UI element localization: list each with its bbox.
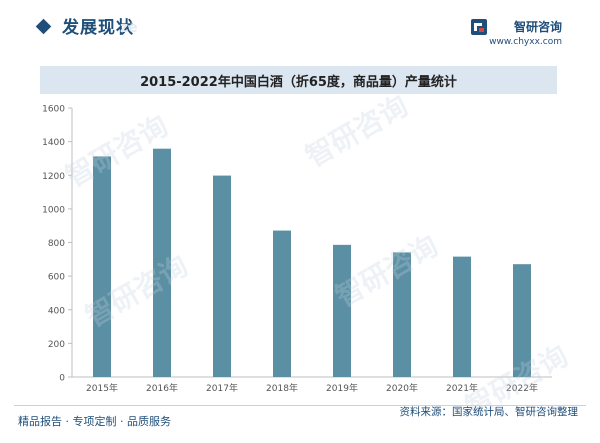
x-tick-label: 2022年 bbox=[506, 382, 538, 394]
bar bbox=[393, 252, 411, 377]
x-tick-label: 2015年 bbox=[86, 382, 118, 394]
bar bbox=[513, 264, 531, 377]
y-tick-label: 400 bbox=[48, 306, 65, 316]
x-tick-label: 2016年 bbox=[146, 382, 178, 394]
section-title-watermark: ze bbox=[120, 20, 138, 36]
header: 发展现状 ze 智研咨询 www.chyxx.com bbox=[0, 0, 600, 58]
y-tick-label: 800 bbox=[48, 239, 65, 249]
x-tick-label: 2017年 bbox=[206, 382, 238, 394]
y-tick-label: 1400 bbox=[42, 138, 65, 148]
chart-title: 2015-2022年中国白酒（折65度，商品量）产量统计 bbox=[140, 74, 457, 90]
brand-url: www.chyxx.com bbox=[489, 37, 562, 47]
footer-divider bbox=[14, 405, 586, 406]
y-tick-label: 1200 bbox=[42, 172, 65, 182]
y-tick-label: 1000 bbox=[42, 205, 65, 215]
bar bbox=[153, 148, 171, 377]
bar bbox=[213, 175, 231, 377]
y-tick-label: 200 bbox=[48, 340, 65, 350]
y-tick-label: 1600 bbox=[42, 105, 65, 115]
x-tick-label: 2020年 bbox=[386, 382, 418, 394]
x-tick-label: 2019年 bbox=[326, 382, 358, 394]
brand-name: 智研咨询 bbox=[513, 20, 562, 34]
chart-title-bar: 2015-2022年中国白酒（折65度，商品量）产量统计 bbox=[40, 66, 557, 94]
bar bbox=[93, 156, 111, 377]
y-tick-label: 600 bbox=[48, 273, 65, 283]
y-tick-label: 0 bbox=[59, 374, 65, 384]
bar bbox=[333, 244, 351, 377]
x-tick-label: 2021年 bbox=[446, 382, 478, 394]
diamond-icon bbox=[35, 18, 52, 35]
footer-slogan: 精品报告 · 专项定制 · 品质服务 bbox=[18, 415, 171, 428]
bar-chart: 0 200 400 600 800 1000 1200 1400 1600 2015年 2016年 2… bbox=[42, 105, 552, 394]
bar bbox=[273, 230, 291, 377]
source-note: 资料来源：国家统计局、智研咨询整理 bbox=[399, 406, 579, 418]
section-title: 发展现状 bbox=[62, 18, 134, 38]
x-tick-label: 2018年 bbox=[266, 382, 298, 394]
brand: 智研咨询 www.chyxx.com bbox=[422, 14, 562, 50]
brand-logo-icon bbox=[471, 19, 487, 35]
bar bbox=[453, 256, 471, 377]
